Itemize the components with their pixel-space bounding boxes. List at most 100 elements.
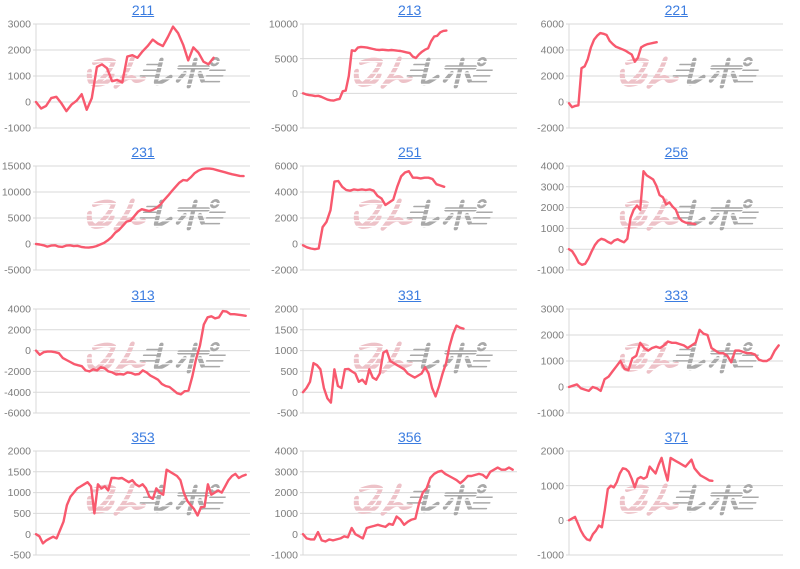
series-line: [34, 167, 245, 250]
tick-label: -1000: [271, 550, 298, 561]
chart-title-link[interactable]: 231: [131, 144, 155, 161]
chart-title-link[interactable]: 353: [131, 428, 155, 445]
tick-label: -4000: [4, 387, 31, 398]
chart-title-link[interactable]: 371: [664, 428, 688, 445]
chart-title-link[interactable]: 333: [664, 286, 688, 303]
tick-label: -5000: [4, 266, 31, 277]
tick-label: 2000: [8, 46, 31, 57]
series-line: [34, 468, 247, 545]
chart-card: 6000 4000 2000 0 -2000 251: [267, 142, 534, 284]
tick-label: 0: [25, 98, 31, 109]
chart-title-link[interactable]: 211: [131, 2, 155, 18]
tick-label: 4000: [274, 188, 297, 199]
chart-card: 4000 2000 0 -2000 -4000 -6000 313: [0, 285, 267, 427]
chart-plot: [568, 328, 781, 392]
chart-plot: [301, 323, 465, 404]
chart-card: 3000 2000 1000 0 -1000 211: [0, 0, 267, 142]
tick-label: 0: [292, 387, 298, 398]
chart-title: 211: [36, 1, 250, 19]
tick-label: 3000: [541, 183, 564, 194]
chart-title-link[interactable]: 251: [397, 144, 422, 161]
tick-label: -2000: [537, 124, 564, 135]
chart-card: 2000 1500 1000 500 0 -500 353: [0, 427, 267, 569]
tick-label: 2000: [541, 203, 564, 214]
tick-label: 1000: [274, 346, 297, 357]
series-line: [568, 456, 714, 542]
chart-title-link[interactable]: 221: [664, 2, 688, 18]
tick-label: 5000: [8, 214, 31, 225]
tick-label: -6000: [4, 408, 31, 419]
tick-label: 0: [558, 382, 564, 393]
tick-label: 1000: [541, 356, 564, 367]
tick-label: 0: [558, 516, 564, 527]
chart-title: 353: [36, 428, 250, 446]
tick-label: -500: [10, 550, 31, 561]
tick-label: -1000: [537, 408, 564, 419]
chart-title: 221: [569, 1, 783, 19]
series-line: [568, 328, 781, 392]
tick-label: 2000: [541, 72, 564, 83]
tick-label: 10000: [268, 20, 297, 31]
chart-plot: [34, 309, 247, 396]
tick-label: 0: [25, 530, 31, 541]
chart-card: 15000 10000 5000 0 -5000 231: [0, 142, 267, 284]
chart-card: 6000 4000 2000 0 -2000 221: [533, 0, 800, 142]
series-line: [568, 31, 659, 109]
series-line: [568, 170, 697, 267]
tick-label: 2000: [541, 446, 564, 457]
chart-title-link[interactable]: 256: [664, 144, 688, 161]
series-line: [34, 25, 215, 113]
tick-label: 4000: [541, 46, 564, 57]
chart-plot: [301, 466, 514, 543]
tick-label: -1000: [537, 550, 564, 561]
tick-label: 1000: [8, 72, 31, 83]
chart-card: 2000 1000 0 -1000 371: [533, 427, 800, 569]
series-line: [301, 323, 465, 404]
series-line: [301, 29, 448, 102]
chart-title-link[interactable]: 356: [397, 428, 422, 445]
tick-label: 2000: [541, 330, 564, 341]
chart-plot: [568, 456, 714, 542]
tick-label: 3000: [541, 304, 564, 315]
tick-label: 1000: [541, 224, 564, 235]
tick-label: 15000: [2, 162, 31, 173]
chart-title: 356: [303, 428, 517, 446]
chart-card: 10000 5000 0 -5000 213: [267, 0, 534, 142]
tick-label: 1000: [8, 488, 31, 499]
series-line: [301, 170, 446, 251]
chart-plot: [301, 29, 448, 102]
tick-label: 0: [558, 98, 564, 109]
chart-title: 371: [569, 428, 783, 446]
chart-plot: [34, 25, 215, 113]
chart-title: 313: [36, 286, 250, 304]
tick-label: 3000: [8, 20, 31, 31]
chart-title-link[interactable]: 313: [131, 286, 155, 303]
tick-label: 0: [292, 530, 298, 541]
tick-label: 3000: [274, 467, 297, 478]
tick-label: -2000: [271, 266, 298, 277]
chart-plot: [34, 468, 247, 545]
chart-title: 333: [569, 286, 783, 304]
tick-label: 0: [292, 240, 298, 251]
tick-label: 2000: [8, 325, 31, 336]
chart-plot: [568, 31, 659, 109]
chart-title-link[interactable]: 213: [397, 2, 422, 18]
tick-label: 0: [25, 240, 31, 251]
chart-title: 331: [303, 286, 517, 304]
tick-label: 2000: [274, 488, 297, 499]
chart-plot: [301, 170, 446, 251]
chart-title: 256: [569, 143, 783, 161]
tick-label: -500: [277, 408, 298, 419]
tick-label: 6000: [541, 20, 564, 31]
chart-gridlines: 3000 2000 1000 0 -1000: [4, 20, 250, 135]
tick-label: 0: [558, 245, 564, 256]
tick-label: 1000: [541, 481, 564, 492]
tick-label: -5000: [271, 124, 298, 135]
tick-label: 500: [280, 366, 298, 377]
tick-label: 2000: [274, 304, 297, 315]
chart-title-link[interactable]: 331: [397, 286, 422, 303]
tick-label: 500: [13, 509, 31, 520]
chart-plot: [568, 170, 697, 267]
tick-label: 1500: [274, 325, 297, 336]
